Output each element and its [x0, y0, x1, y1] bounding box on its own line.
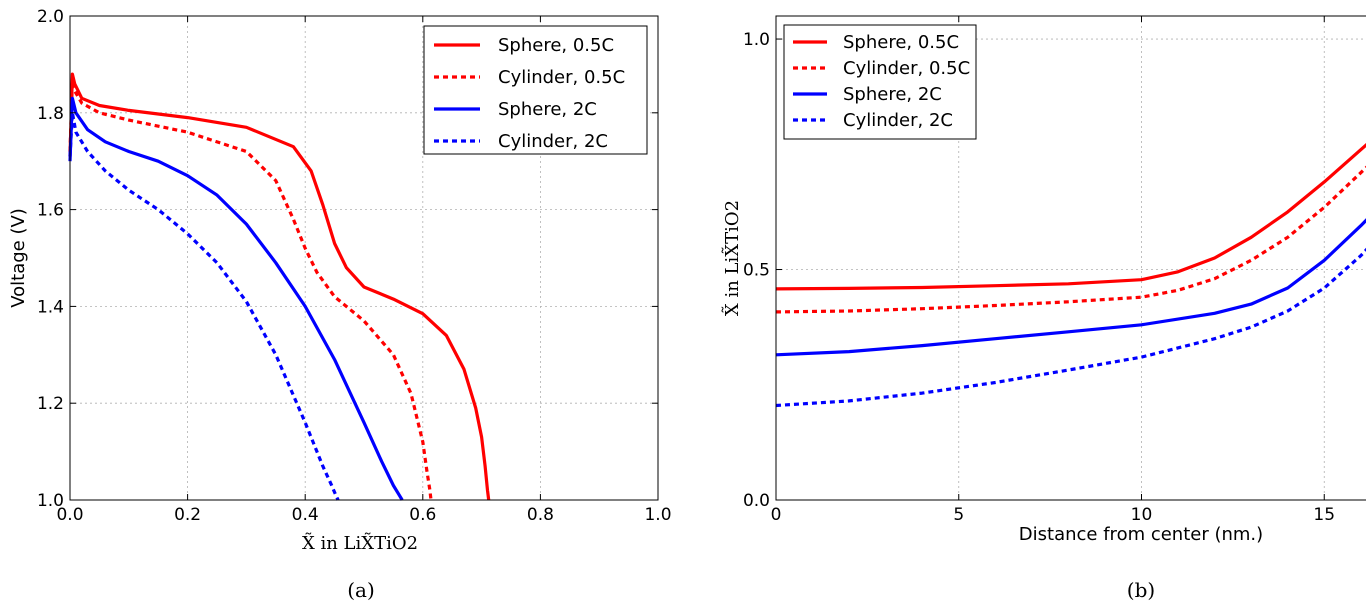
x-tick-label: 15 [1313, 505, 1335, 525]
panel-b: 051015200.00.51.0 X̃ in LiX̃TiO2 Distanc… [721, 15, 1366, 602]
legend-label: Sphere, 0.5C [498, 35, 614, 56]
x-tick-label: 10 [1131, 505, 1153, 525]
legend-label: Cylinder, 2C [498, 131, 608, 152]
y-tick-label: 1.8 [37, 104, 64, 124]
legend-label: Sphere, 0.5C [843, 32, 959, 53]
legend-a: Sphere, 0.5C Cylinder, 0.5C Sphere, 2C Cyli… [423, 25, 648, 155]
panel-a: 0.0 0.2 0.4 0.6 0.8 1.0 1.0 1.2 1.4 1.6 1.8 2.0 Vol… [8, 7, 672, 602]
legend-label: Sphere, 2C [843, 84, 942, 105]
series-line-cylinder-2c [68, 111, 340, 501]
x-tick-label: 1.0 [644, 505, 671, 525]
y-tick-label: 1.2 [37, 394, 64, 414]
legend-b: Sphere, 0.5C Cylinder, 0.5C Sphere, 2C Cyli… [783, 24, 977, 140]
x-tick-label: 0 [771, 505, 782, 525]
legend-label: Cylinder, 0.5C [498, 67, 625, 88]
series-lines-b [775, 142, 1366, 408]
y-axis-label-a: Voltage (V) [8, 208, 29, 308]
y-tick-label: 1.6 [37, 201, 64, 221]
series-line-sphere-0-5c [68, 72, 491, 501]
series-lines-a [68, 72, 491, 501]
x-tick-label: 0.4 [292, 505, 319, 525]
y-axis-label-b: X̃ in LiX̃TiO2 [721, 200, 743, 316]
caption-a: (a) [347, 578, 375, 602]
x-tick-label: 0.2 [174, 505, 201, 525]
x-axis-label-a: X̃ in LiX̃TiO2 [302, 532, 418, 554]
y-tick-label: 1.0 [37, 491, 64, 511]
y-tick-label: 2.0 [37, 7, 64, 27]
x-tick-label: 5 [953, 505, 964, 525]
legend-label: Cylinder, 2C [843, 110, 953, 131]
y-tick-label: 1.4 [37, 297, 64, 317]
x-tick-label: 0.6 [409, 505, 436, 525]
y-tick-label: 0.5 [743, 261, 770, 281]
x-tick-label: 0.0 [56, 505, 83, 525]
legend-label: Cylinder, 0.5C [843, 58, 970, 79]
plot-area-a [69, 15, 659, 501]
y-tick-label: 1.0 [743, 30, 770, 50]
y-tick-label: 0.0 [743, 491, 770, 511]
legend-label: Sphere, 2C [498, 99, 597, 120]
series-line-cylinder-2c [775, 247, 1366, 408]
series-line-cylinder-0-5c [68, 79, 433, 501]
ticks-b: 051015200.00.51.0 [743, 16, 1335, 525]
series-line-sphere-2c [775, 218, 1366, 357]
x-axis-label-b: Distance from center (nm.) [1019, 524, 1263, 545]
series-line-sphere-2c [68, 96, 404, 501]
x-tick-label: 0.8 [527, 505, 554, 525]
series-line-sphere-0-5c [775, 142, 1366, 291]
caption-b: (b) [1127, 578, 1155, 602]
ticks-a: 0.0 0.2 0.4 0.6 0.8 1.0 1.0 1.2 1.4 1.6 1.8 2.0 [37, 7, 672, 525]
legend-box-a [423, 25, 648, 155]
